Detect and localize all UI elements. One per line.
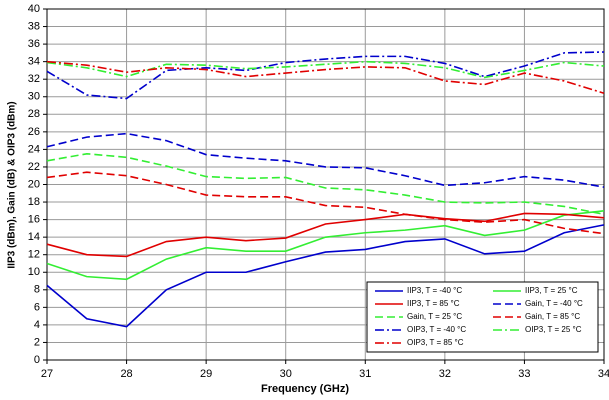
y-tick-label: 32 xyxy=(28,73,40,85)
y-tick-label: 28 xyxy=(28,108,40,120)
y-tick-label: 0 xyxy=(34,354,40,366)
y-tick-label: 38 xyxy=(28,20,40,32)
y-tick-label: 14 xyxy=(28,231,40,243)
y-tick-label: 12 xyxy=(28,249,40,261)
series-line xyxy=(46,212,605,258)
x-tick-label: 31 xyxy=(359,368,371,380)
legend-label: OIP3, T = 25 °C xyxy=(525,325,582,334)
x-tick-label: 32 xyxy=(439,368,451,380)
y-tick-label: 6 xyxy=(34,301,40,313)
x-tick-label: 33 xyxy=(518,368,530,380)
x-tick-label: 29 xyxy=(200,368,212,380)
legend-label: IIP3, T = -40 °C xyxy=(407,286,462,295)
x-tick-label: 30 xyxy=(280,368,292,380)
y-tick-label: 20 xyxy=(28,178,40,190)
y-tick-label: 24 xyxy=(28,143,40,155)
y-tick-label: 10 xyxy=(28,266,40,278)
y-tick-label: 40 xyxy=(28,3,40,15)
legend-label: IIP3, T = 25 °C xyxy=(525,286,578,295)
y-tick-label: 30 xyxy=(28,91,40,103)
y-tick-label: 26 xyxy=(28,126,40,138)
x-axis-label: Frequency (GHz) xyxy=(261,383,349,395)
y-axis-label: IIP3 (dBm), Gain (dB) & OIP3 (dBm) xyxy=(7,101,18,268)
y-tick-label: 34 xyxy=(28,56,40,68)
legend-label: OIP3, T = 85 °C xyxy=(407,338,464,347)
x-tick-label: 27 xyxy=(41,368,53,380)
legend-label: IIP3, T = 85 °C xyxy=(407,299,460,308)
legend-label: Gain, T = -40 °C xyxy=(525,299,583,308)
legend-label: OIP3, T = -40 °C xyxy=(407,325,466,334)
x-tick-label: 34 xyxy=(598,368,609,380)
y-tick-label: 2 xyxy=(34,336,40,348)
y-tick-label: 4 xyxy=(34,319,40,331)
y-tick-label: 22 xyxy=(28,161,40,173)
y-tick-label: 16 xyxy=(28,214,40,226)
legend: IIP3, T = -40 °C IIP3, T = 25 °C IIP3, T =… xyxy=(366,281,599,353)
series-line xyxy=(46,152,605,216)
series-line xyxy=(46,171,605,235)
series-line xyxy=(46,51,605,100)
y-tick-label: 36 xyxy=(28,38,40,50)
plot-frame xyxy=(46,8,605,361)
series-line xyxy=(46,210,605,281)
legend-box xyxy=(366,281,599,353)
series-line xyxy=(46,60,605,95)
y-tick-label: 18 xyxy=(28,196,40,208)
series-line xyxy=(46,224,605,328)
legend-label: Gain, T = 85 °C xyxy=(525,312,580,321)
y-tick-label: 8 xyxy=(34,284,40,296)
x-tick-label: 28 xyxy=(120,368,132,380)
series-line xyxy=(46,132,605,188)
legend-label: Gain, T = 25 °C xyxy=(407,312,462,321)
